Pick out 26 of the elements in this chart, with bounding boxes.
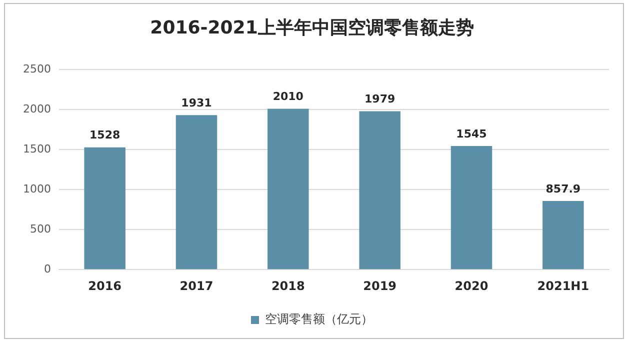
data-label: 1979 — [364, 92, 396, 106]
data-label: 857.9 — [546, 182, 581, 196]
bar — [84, 147, 126, 270]
data-label: 1931 — [181, 96, 212, 110]
legend-label: 空调零售额（亿元） — [265, 312, 373, 326]
y-tick-label: 1500 — [22, 142, 51, 156]
y-tick-label: 2500 — [22, 62, 51, 76]
x-tick-label: 2019 — [363, 278, 397, 293]
y-tick-label: 1000 — [22, 182, 51, 196]
data-label: 2010 — [272, 90, 304, 104]
chart-title: 2016-2021上半年中国空调零售额走势 — [150, 17, 474, 38]
data-label: 1528 — [90, 128, 120, 142]
y-tick-label: 0 — [44, 262, 51, 276]
bar — [176, 115, 218, 270]
x-tick-label: 2017 — [180, 278, 214, 293]
data-label: 1545 — [456, 127, 487, 140]
y-tick-label: 2000 — [22, 102, 51, 116]
bar — [268, 108, 309, 270]
x-tick-label: 2018 — [271, 278, 305, 293]
bar — [450, 146, 492, 270]
x-tick-label: 2016 — [88, 278, 122, 293]
bar — [359, 111, 400, 270]
bar — [542, 200, 584, 270]
y-tick-label: 500 — [30, 222, 51, 236]
x-tick-label: 2020 — [454, 278, 488, 293]
x-tick-label: 2021H1 — [537, 278, 590, 293]
